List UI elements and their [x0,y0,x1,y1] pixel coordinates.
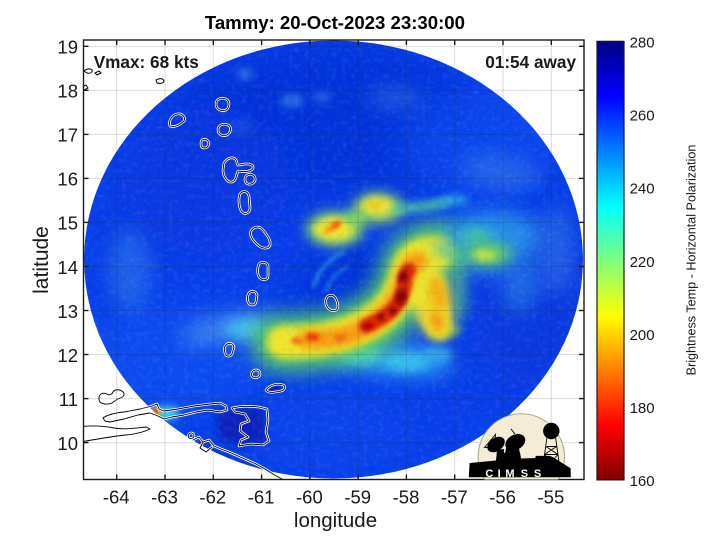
svg-text:280: 280 [630,35,655,52]
svg-text:S: S [521,468,528,480]
svg-text:C: C [485,468,493,480]
svg-text:-64: -64 [103,487,130,508]
svg-text:-55: -55 [538,487,565,508]
svg-text:-58: -58 [393,487,420,508]
svg-text:01:54 away: 01:54 away [485,52,576,72]
svg-text:16: 16 [57,169,78,190]
svg-text:S: S [534,468,541,480]
svg-text:-59: -59 [344,487,371,508]
svg-text:14: 14 [57,257,78,278]
svg-text:12: 12 [57,345,78,366]
svg-text:180: 180 [630,400,655,417]
svg-text:10: 10 [57,433,78,454]
svg-text:17: 17 [57,125,78,146]
svg-text:-57: -57 [441,487,468,508]
svg-text:I: I [498,468,501,480]
svg-text:18: 18 [57,81,78,102]
svg-text:-56: -56 [489,487,516,508]
svg-text:-63: -63 [151,487,178,508]
svg-text:-61: -61 [248,487,275,508]
svg-text:15: 15 [57,213,78,234]
svg-text:160: 160 [630,473,655,490]
svg-text:240: 240 [630,181,655,198]
svg-text:260: 260 [630,108,655,125]
svg-text:-62: -62 [199,487,226,508]
svg-text:11: 11 [59,389,78,410]
svg-text:latitude: latitude [30,226,53,294]
svg-text:220: 220 [630,254,655,271]
svg-text:Brightness Temp - Horizontal P: Brightness Temp - Horizontal Polarizatio… [684,145,698,376]
svg-text:13: 13 [57,301,78,322]
svg-text:200: 200 [630,327,655,344]
svg-text:longitude: longitude [294,509,377,532]
svg-text:Tammy: 20-Oct-2023 23:30:00: Tammy: 20-Oct-2023 23:30:00 [205,12,465,33]
svg-text:Vmax: 68 kts: Vmax: 68 kts [94,52,199,72]
svg-text:M: M [505,468,514,480]
svg-text:19: 19 [57,37,78,58]
svg-text:-60: -60 [296,487,323,508]
